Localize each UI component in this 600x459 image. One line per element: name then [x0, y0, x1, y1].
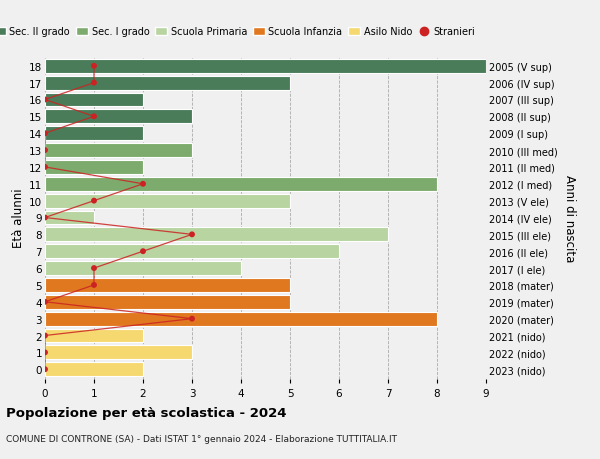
Point	[187, 315, 197, 323]
Point	[40, 130, 50, 138]
Point	[40, 332, 50, 340]
Bar	[45, 110, 192, 124]
Y-axis label: Età alunni: Età alunni	[12, 188, 25, 248]
Point	[40, 366, 50, 373]
Bar	[45, 127, 143, 141]
Bar	[45, 161, 143, 174]
Point	[40, 164, 50, 171]
Bar	[45, 329, 143, 343]
Point	[89, 80, 99, 87]
Bar	[45, 93, 143, 107]
Bar	[45, 363, 143, 376]
Bar	[45, 346, 192, 359]
Bar	[45, 178, 437, 191]
Bar	[45, 194, 290, 208]
Point	[89, 113, 99, 121]
Point	[138, 181, 148, 188]
Point	[89, 282, 99, 289]
Bar	[45, 279, 290, 292]
Bar	[45, 228, 388, 242]
Point	[40, 298, 50, 306]
Bar	[45, 211, 94, 225]
Point	[89, 197, 99, 205]
Point	[40, 214, 50, 222]
Bar	[45, 245, 339, 258]
Point	[138, 248, 148, 255]
Text: COMUNE DI CONTRONE (SA) - Dati ISTAT 1° gennaio 2024 - Elaborazione TUTTITALIA.I: COMUNE DI CONTRONE (SA) - Dati ISTAT 1° …	[6, 434, 397, 443]
Bar	[45, 312, 437, 326]
Bar	[45, 262, 241, 275]
Point	[40, 349, 50, 356]
Point	[89, 63, 99, 70]
Text: Popolazione per età scolastica - 2024: Popolazione per età scolastica - 2024	[6, 406, 287, 419]
Point	[89, 265, 99, 272]
Y-axis label: Anni di nascita: Anni di nascita	[563, 174, 576, 262]
Point	[187, 231, 197, 239]
Bar	[45, 144, 192, 157]
Bar	[45, 60, 486, 73]
Legend: Sec. II grado, Sec. I grado, Scuola Primaria, Scuola Infanzia, Asilo Nido, Stran: Sec. II grado, Sec. I grado, Scuola Prim…	[0, 25, 477, 39]
Bar	[45, 295, 290, 309]
Point	[40, 96, 50, 104]
Point	[40, 147, 50, 154]
Bar	[45, 77, 290, 90]
